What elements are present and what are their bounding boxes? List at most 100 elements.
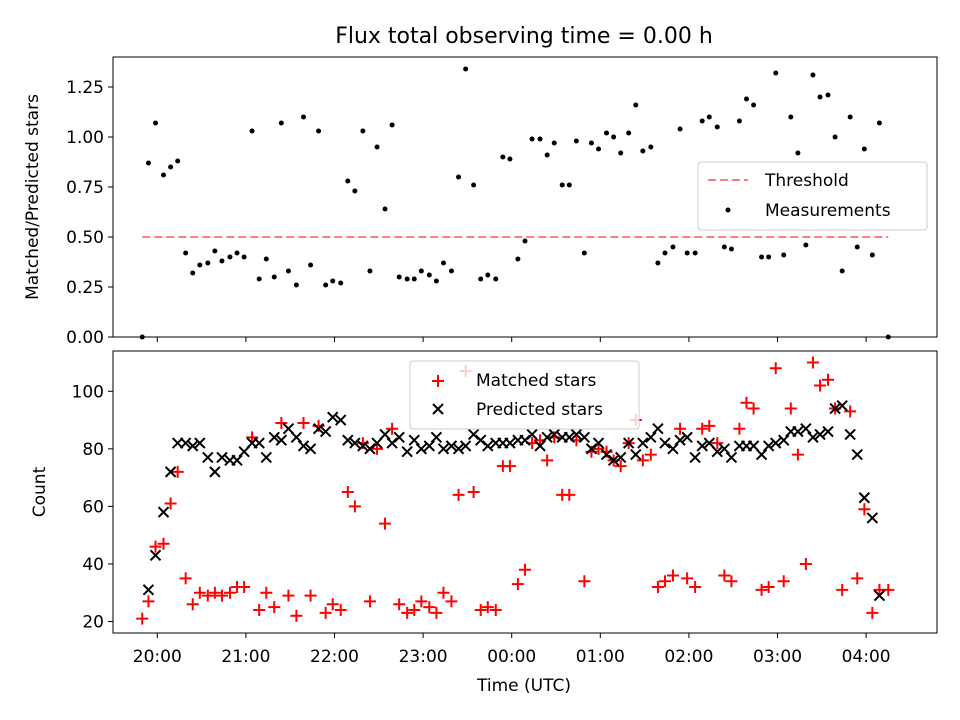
chart-title: Flux total observing time = 0.00 h xyxy=(335,24,713,49)
predicted-point xyxy=(541,431,553,444)
measurement-point xyxy=(316,128,322,134)
predicted-point xyxy=(689,451,701,464)
measurement-point xyxy=(227,254,233,260)
predicted-point xyxy=(755,448,768,461)
x-tick-label: 04:00 xyxy=(842,647,891,667)
predicted-point xyxy=(357,440,369,452)
predicted-point xyxy=(807,431,819,444)
matched-point xyxy=(304,589,317,602)
measurement-point xyxy=(323,282,329,288)
top-marks xyxy=(139,66,891,340)
measurement-point xyxy=(596,146,602,152)
matched-point xyxy=(430,606,443,619)
predicted-point xyxy=(164,466,177,478)
predicted-point xyxy=(614,451,627,464)
measurement-point xyxy=(714,124,720,130)
matched-point xyxy=(777,575,790,588)
measurement-point xyxy=(728,246,734,252)
matched-point xyxy=(467,486,480,498)
predicted-point xyxy=(342,434,354,446)
measurement-point xyxy=(411,276,417,282)
predicted-point xyxy=(630,448,642,461)
top-y-axis-label: Matched/Predicted stars xyxy=(23,94,43,300)
matched-point xyxy=(519,563,531,576)
measurement-point xyxy=(234,250,240,256)
measurement-point xyxy=(832,134,838,140)
measurement-point xyxy=(426,272,432,278)
matched-point xyxy=(474,603,487,616)
matched-point xyxy=(769,362,782,375)
predicted-point xyxy=(822,425,834,438)
matched-point xyxy=(806,356,819,369)
predicted-point xyxy=(873,589,886,602)
measurement-point xyxy=(190,270,196,276)
x-tick-label: 22:00 xyxy=(310,647,359,667)
predicted-point xyxy=(563,431,576,444)
matched-point xyxy=(415,595,428,608)
predicted-point xyxy=(851,448,863,461)
matched-point xyxy=(725,575,738,588)
predicted-point xyxy=(437,443,450,455)
matched-point xyxy=(791,448,804,461)
measurement-point xyxy=(788,114,794,120)
measurement-point xyxy=(367,268,373,274)
matched-point xyxy=(674,422,687,435)
matched-point xyxy=(408,603,421,616)
measurement-point xyxy=(522,238,528,244)
top-y-ticks: 0.00 0.25 0.50 0.75 1.00 1.25 xyxy=(66,78,113,348)
measurement-point xyxy=(500,154,506,160)
predicted-legend-swatch xyxy=(432,403,444,415)
matched-point xyxy=(578,575,591,588)
matched-point xyxy=(799,557,812,570)
y-tick-label: 0.50 xyxy=(66,228,104,248)
measurement-point xyxy=(766,254,772,260)
measurements-legend-swatch xyxy=(725,207,731,213)
measurement-point xyxy=(529,136,535,142)
x-tick-label: 20:00 xyxy=(133,647,182,667)
matched-point xyxy=(882,583,895,596)
measurement-point xyxy=(854,244,860,250)
matched-point xyxy=(223,586,236,599)
predicted-point xyxy=(290,431,303,444)
matched-point xyxy=(401,606,414,619)
measurement-point xyxy=(249,128,255,134)
predicted-point xyxy=(349,437,361,449)
predicted-point xyxy=(696,440,708,452)
measurement-point xyxy=(139,334,145,340)
predicted-point xyxy=(645,431,657,444)
predicted-point xyxy=(401,446,413,458)
y-tick-label: 80 xyxy=(82,440,104,460)
bottom-x-ticks: 20:00 21:00 22:00 23:00 00:00 01:00 02:00 03:00… xyxy=(133,633,891,667)
measurement-point xyxy=(751,102,757,108)
matched-point xyxy=(149,540,162,553)
x-tick-label: 01:00 xyxy=(576,647,625,667)
measurement-point xyxy=(485,272,491,278)
matched-point xyxy=(703,419,716,432)
measurement-point xyxy=(389,122,395,128)
predicted-point xyxy=(667,443,679,455)
matched-point xyxy=(858,503,871,516)
measurement-point xyxy=(773,70,779,76)
y-tick-label: 40 xyxy=(82,555,104,575)
predicted-point xyxy=(836,399,848,412)
measurement-point xyxy=(374,144,380,150)
predicted-point xyxy=(814,428,826,441)
matched-point xyxy=(164,497,177,510)
bottom-panel: 20 40 60 80 100 20:00 21:00 22:00 23:00 00:00 01:… xyxy=(30,350,938,696)
measurement-point xyxy=(736,118,742,124)
measurement-point xyxy=(825,92,831,98)
measurement-point xyxy=(256,276,262,282)
predicted-point xyxy=(209,466,221,478)
top-legend-box xyxy=(697,161,928,231)
measurement-point xyxy=(795,150,801,156)
matched-point xyxy=(179,572,192,585)
measurement-point xyxy=(692,250,698,256)
measurement-point xyxy=(803,242,809,248)
measurement-point xyxy=(205,260,211,266)
measurement-point xyxy=(604,130,610,136)
matched-point xyxy=(260,586,273,599)
matched-point xyxy=(866,606,879,619)
measurement-point xyxy=(537,136,543,142)
matched-point xyxy=(681,572,694,585)
